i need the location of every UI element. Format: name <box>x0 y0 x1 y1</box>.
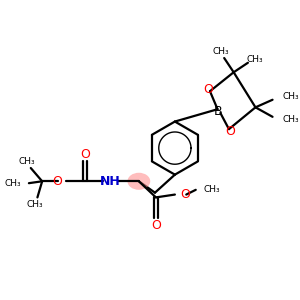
Ellipse shape <box>128 173 150 190</box>
Text: B: B <box>214 105 223 118</box>
Text: CH₃: CH₃ <box>5 179 21 188</box>
Text: CH₃: CH₃ <box>282 115 298 124</box>
Text: CH₃: CH₃ <box>282 92 298 101</box>
Text: CH₃: CH₃ <box>212 47 229 56</box>
Text: O: O <box>225 124 235 137</box>
Text: CH₃: CH₃ <box>203 185 220 194</box>
Text: CH₃: CH₃ <box>19 157 35 166</box>
Text: O: O <box>52 175 62 188</box>
Text: NH: NH <box>100 175 121 188</box>
Text: O: O <box>181 188 190 201</box>
Text: O: O <box>151 219 161 232</box>
Text: CH₃: CH₃ <box>26 200 43 209</box>
Text: O: O <box>203 83 213 96</box>
Text: CH₃: CH₃ <box>246 56 263 64</box>
Text: O: O <box>80 148 90 161</box>
